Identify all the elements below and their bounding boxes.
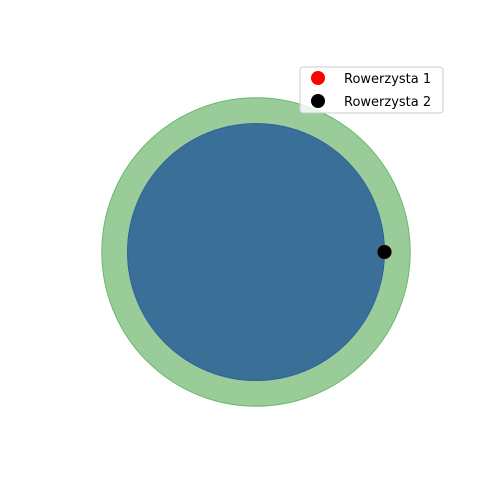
legend-marker-1 <box>311 71 325 85</box>
legend-frame <box>299 66 444 114</box>
legend-marker-2 <box>311 94 325 108</box>
cyclist-points <box>377 245 392 259</box>
legend-label-2: Rowerzysta 2 <box>344 95 431 110</box>
cyclist-2-point <box>377 245 392 259</box>
legend: Rowerzysta 1 Rowerzysta 2 <box>299 66 444 114</box>
track-circles <box>101 97 411 407</box>
legend-label-1: Rowerzysta 1 <box>344 72 431 87</box>
inner-track-circle <box>127 123 385 381</box>
